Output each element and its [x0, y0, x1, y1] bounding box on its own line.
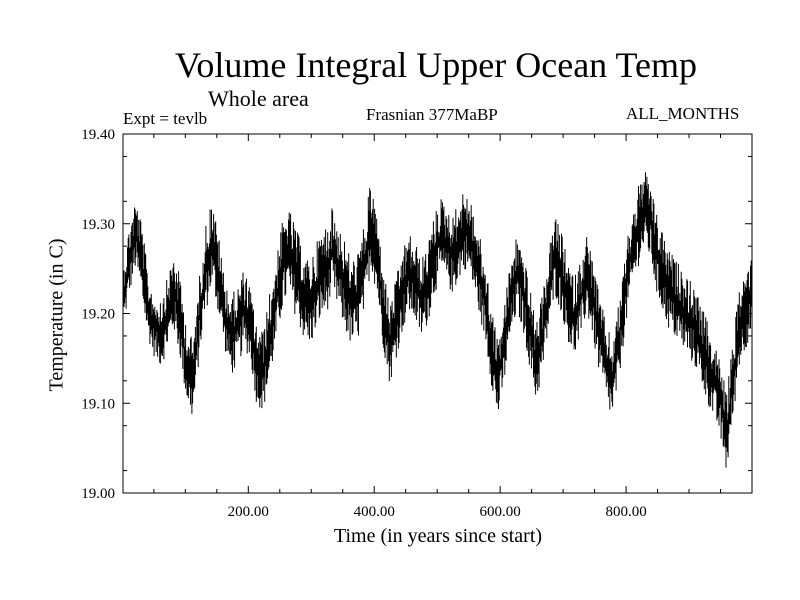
x-tick-label: 600.00	[480, 504, 521, 520]
x-tick-label: 800.00	[605, 504, 646, 520]
chart-subtitle: Whole area	[208, 86, 309, 111]
period-label: Frasnian 377MaBP	[366, 105, 498, 124]
y-tick-label: 19.10	[81, 396, 115, 412]
y-tick-label: 19.00	[81, 486, 115, 502]
temperature-series-line	[123, 172, 753, 468]
plot-frame	[122, 133, 753, 494]
x-axis-label: Time (in years since start)	[333, 525, 543, 547]
months-label: ALL_MONTHS	[626, 104, 740, 123]
x-tick-label: 200.00	[228, 504, 269, 520]
axis-ticks: 19.00 19.10 19.20 19.30 19.40 200.00 400.00 600…	[81, 127, 752, 520]
x-tick-label: 400.00	[354, 504, 395, 520]
y-tick-label: 19.40	[81, 127, 115, 143]
chart-title: Volume Integral Upper Ocean Temp	[175, 45, 697, 85]
plot-area	[123, 172, 753, 468]
y-tick-label: 19.20	[81, 307, 115, 323]
experiment-label: Expt = tevlb	[123, 109, 208, 128]
y-tick-label: 19.30	[81, 217, 115, 233]
